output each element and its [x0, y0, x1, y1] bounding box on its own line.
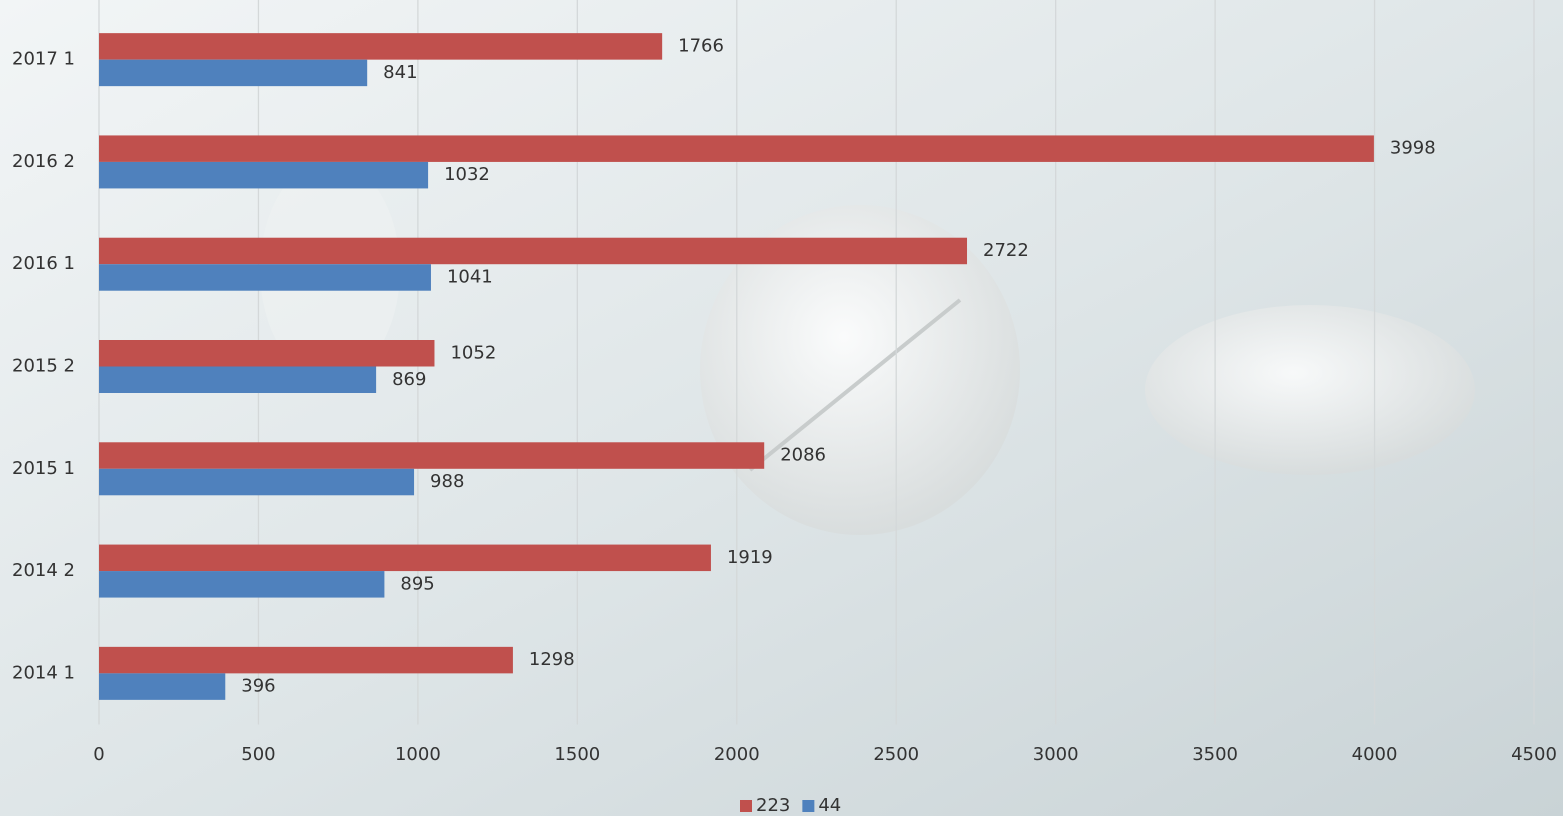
pill-image [700, 205, 1020, 535]
bar [99, 571, 385, 598]
pill-image [1145, 305, 1475, 475]
x-tick-label: 500 [241, 744, 275, 765]
data-label: 1766 [678, 35, 724, 56]
x-tick-label: 2500 [873, 744, 919, 765]
bar [99, 33, 663, 60]
y-tick-label: 2014 2 [12, 560, 75, 581]
y-tick-label: 2014 1 [12, 662, 75, 683]
bar [99, 673, 226, 700]
data-label: 869 [392, 369, 426, 390]
data-label: 1298 [529, 649, 575, 670]
data-label: 1052 [450, 342, 496, 363]
data-label: 841 [383, 62, 417, 83]
y-tick-label: 2016 1 [12, 253, 75, 274]
legend-label: 223 [756, 795, 790, 816]
y-tick-label: 2015 1 [12, 458, 75, 479]
data-label: 2722 [983, 240, 1029, 261]
x-tick-label: 4500 [1511, 744, 1557, 765]
bar [99, 264, 431, 291]
x-tick-label: 4000 [1352, 744, 1398, 765]
x-tick-label: 1500 [554, 744, 600, 765]
pill-image [748, 298, 962, 472]
legend-swatch [802, 800, 815, 812]
data-label: 1919 [727, 547, 773, 568]
legend-swatch [740, 800, 752, 812]
data-label: 1041 [447, 266, 493, 287]
bar [99, 340, 435, 367]
y-tick-label: 2015 2 [12, 356, 75, 377]
data-label: 988 [430, 471, 464, 492]
x-tick-label: 2000 [714, 744, 760, 765]
data-label: 895 [400, 573, 434, 594]
y-tick-label: 2016 2 [12, 151, 75, 172]
bar [99, 442, 765, 469]
x-tick-label: 3500 [1192, 744, 1238, 765]
data-label: 3998 [1390, 138, 1436, 159]
x-tick-label: 1000 [395, 744, 441, 765]
bar [99, 237, 968, 265]
x-tick-label: 0 [93, 744, 104, 765]
bar [99, 59, 368, 87]
data-label: 1032 [444, 164, 490, 185]
bar [99, 468, 415, 496]
data-label: 396 [241, 676, 275, 697]
bar [99, 135, 1374, 162]
y-tick-label: 2017 1 [12, 49, 75, 70]
data-label: 2086 [780, 445, 826, 466]
bar [99, 366, 377, 393]
x-tick-label: 3000 [1033, 744, 1079, 765]
bar [99, 646, 513, 674]
bar [99, 544, 711, 572]
legend-label: 44 [818, 795, 841, 816]
bar [99, 161, 429, 189]
